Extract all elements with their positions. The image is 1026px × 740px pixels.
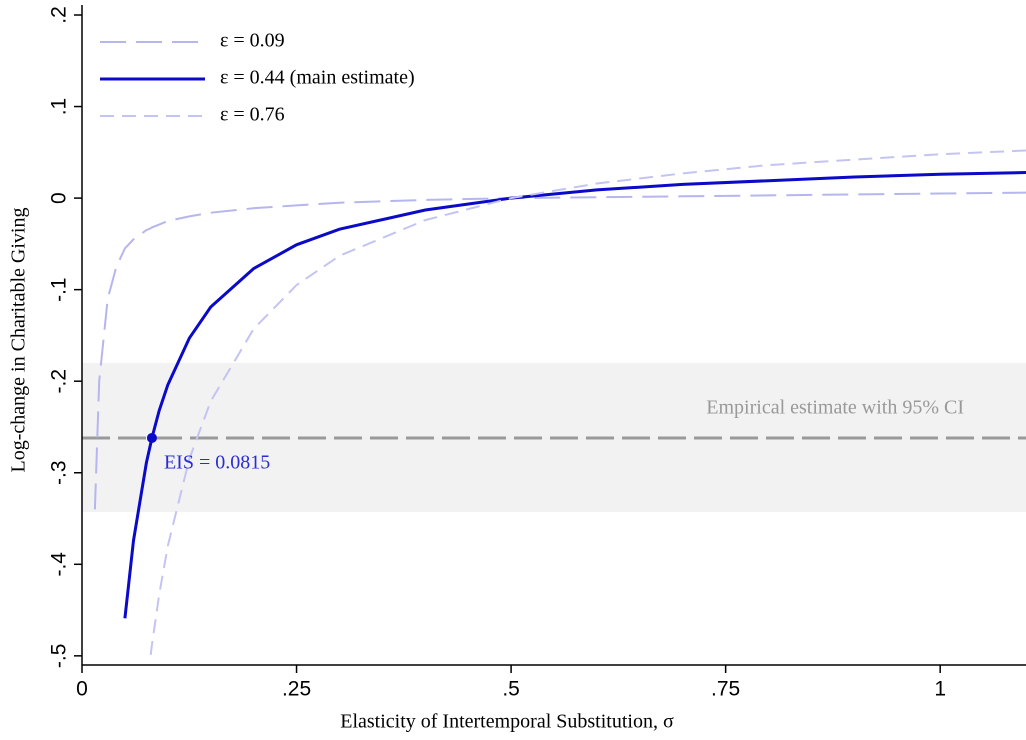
- y-tick-label: .1: [48, 98, 71, 116]
- y-tick-label: .2: [48, 6, 71, 24]
- estimate-label: Empirical estimate with 95% CI: [706, 397, 964, 419]
- y-axis-label: Log-change in Charitable Giving: [8, 208, 30, 473]
- x-tick-label: .25: [282, 678, 311, 701]
- series-line: [149, 149, 1026, 656]
- legend-label: ε = 0.76: [220, 104, 285, 126]
- legend-label: ε = 0.44 (main estimate): [220, 67, 415, 89]
- x-axis-label: Elasticity of Intertemporal Substitution…: [340, 711, 674, 733]
- y-tick-label: 0: [48, 192, 71, 204]
- x-tick-label: 1: [934, 678, 946, 701]
- y-tick-label: -.1: [48, 277, 71, 302]
- annotation-point: [146, 432, 157, 443]
- y-tick-label: -.2: [48, 369, 71, 394]
- legend-label: ε = 0.09: [220, 30, 285, 52]
- y-tick-label: -.3: [48, 460, 71, 485]
- annotation-label: EIS = 0.0815: [164, 452, 270, 474]
- foreground-layer: 0 .25 .5 .75 1 .2 .1 0 -.1 -.2 -.3 -.4 -.5 ε = 0.09 ε …: [48, 5, 1026, 701]
- x-tick-label: 0: [76, 678, 88, 701]
- background-layer: Empirical estimate with 95% CI: [82, 362, 1026, 513]
- x-tick-label: .5: [502, 678, 520, 701]
- y-tick-label: -.4: [48, 552, 71, 577]
- x-tick-label: .75: [711, 678, 740, 701]
- series-line: [93, 191, 1026, 510]
- y-tick-label: -.5: [48, 644, 71, 669]
